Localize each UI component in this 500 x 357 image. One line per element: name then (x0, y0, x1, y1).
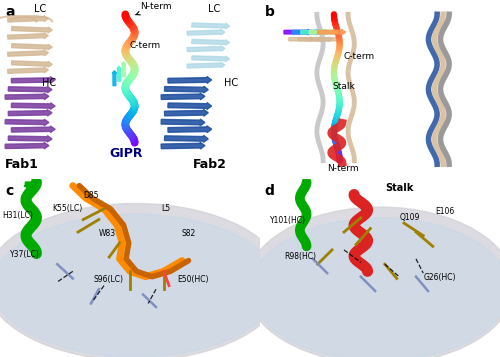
FancyArrow shape (122, 62, 126, 77)
Text: d: d (265, 184, 274, 198)
Text: Y37(LC): Y37(LC) (10, 250, 40, 259)
Text: R98(HC): R98(HC) (284, 252, 316, 261)
FancyArrow shape (112, 71, 116, 86)
Text: Fab2: Fab2 (192, 158, 226, 171)
Text: C-term: C-term (344, 52, 375, 61)
FancyArrow shape (5, 119, 49, 126)
FancyArrow shape (168, 126, 212, 132)
FancyArrow shape (192, 23, 230, 29)
FancyArrow shape (164, 136, 208, 142)
FancyArrow shape (12, 61, 52, 67)
FancyArrow shape (117, 66, 121, 81)
Text: Y101(HC): Y101(HC) (270, 216, 306, 225)
FancyArrow shape (12, 27, 52, 33)
FancyArrow shape (192, 56, 230, 61)
FancyArrow shape (161, 142, 205, 149)
Text: LC: LC (208, 5, 220, 15)
FancyArrow shape (12, 44, 52, 50)
FancyArrow shape (24, 182, 38, 190)
FancyArrow shape (8, 50, 48, 56)
Text: W83: W83 (99, 228, 116, 238)
FancyArrow shape (318, 29, 346, 35)
FancyArrow shape (12, 103, 55, 109)
Ellipse shape (250, 218, 500, 357)
FancyArrow shape (8, 33, 48, 39)
FancyArrow shape (8, 110, 52, 116)
Text: a: a (5, 5, 15, 19)
FancyArrow shape (292, 29, 320, 35)
Text: b: b (265, 5, 274, 19)
Text: LC: LC (34, 5, 46, 15)
FancyArrow shape (187, 30, 225, 35)
FancyArrow shape (8, 67, 48, 73)
FancyArrow shape (301, 29, 329, 35)
Text: c: c (5, 184, 14, 198)
Text: Q109: Q109 (399, 212, 419, 222)
FancyArrow shape (284, 29, 312, 35)
FancyArrow shape (187, 46, 225, 51)
Text: HC: HC (224, 78, 237, 88)
FancyArrow shape (8, 86, 52, 93)
FancyArrow shape (8, 136, 52, 142)
FancyArrow shape (5, 93, 49, 100)
FancyArrow shape (12, 77, 55, 83)
Text: N-term: N-term (136, 2, 172, 15)
Text: Fab1: Fab1 (5, 158, 39, 171)
Text: E50(HC): E50(HC) (177, 275, 208, 284)
Text: E106: E106 (435, 207, 454, 216)
FancyArrow shape (289, 37, 314, 42)
FancyArrow shape (316, 37, 342, 42)
FancyArrow shape (8, 16, 48, 22)
Text: C-term: C-term (130, 41, 161, 50)
FancyArrow shape (161, 119, 205, 126)
Text: K55(LC): K55(LC) (52, 203, 82, 213)
FancyArrow shape (164, 110, 208, 116)
FancyArrow shape (5, 142, 49, 149)
FancyArrow shape (309, 29, 338, 35)
FancyArrow shape (168, 103, 212, 109)
FancyArrow shape (12, 126, 55, 132)
Text: D85: D85 (83, 191, 98, 200)
Text: S96(LC): S96(LC) (94, 275, 124, 284)
Text: S82: S82 (182, 228, 196, 238)
FancyArrow shape (307, 37, 332, 42)
Text: Stalk: Stalk (332, 82, 355, 91)
FancyArrow shape (164, 86, 208, 93)
Text: N-term: N-term (327, 164, 359, 174)
Text: H31(LC): H31(LC) (2, 211, 34, 220)
FancyArrow shape (161, 93, 205, 100)
FancyArrow shape (192, 40, 230, 45)
FancyArrow shape (187, 62, 225, 68)
Text: G26(HC): G26(HC) (423, 273, 456, 282)
Ellipse shape (0, 214, 278, 357)
Text: HC: HC (42, 78, 56, 88)
FancyArrow shape (168, 77, 212, 83)
Text: Stalk: Stalk (385, 183, 413, 193)
Text: L5: L5 (161, 203, 170, 213)
Text: GIPR: GIPR (109, 147, 142, 160)
FancyArrow shape (298, 37, 324, 42)
Ellipse shape (0, 203, 284, 357)
Ellipse shape (246, 207, 500, 357)
